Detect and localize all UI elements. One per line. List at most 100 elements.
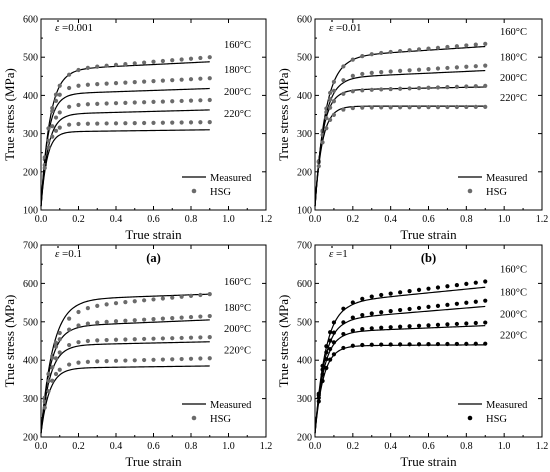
hsg-marker: [207, 55, 212, 60]
hsg-marker: [142, 79, 147, 84]
hsg-marker: [473, 104, 478, 110]
hsg-marker: [53, 115, 59, 120]
hsg-marker: [324, 357, 329, 362]
hsg-marker: [473, 42, 478, 47]
measured-line-160C: [40, 293, 210, 434]
hsg-marker: [95, 359, 100, 364]
hsg-marker: [50, 355, 55, 360]
x-axis-title: True strain: [125, 227, 182, 242]
hsg-marker: [464, 281, 469, 286]
hsg-marker: [151, 317, 156, 322]
hsg-marker: [207, 356, 212, 361]
hsg-marker: [46, 145, 51, 150]
hsg-marker: [198, 314, 203, 319]
measured-line-200C: [40, 109, 210, 207]
x-tick-label: 1.0: [222, 441, 235, 452]
x-tick-label: 0.8: [460, 214, 473, 225]
hsg-marker: [179, 77, 184, 82]
hsg-marker: [67, 122, 72, 127]
hsg-marker: [104, 81, 109, 86]
hsg-marker: [142, 317, 147, 322]
x-tick-label: 1.2: [260, 441, 273, 452]
hsg-marker: [454, 65, 459, 70]
hsg-marker: [369, 311, 374, 316]
hsg-marker: [407, 324, 412, 329]
hsg-marker: [113, 101, 119, 106]
y-tick-label: 400: [23, 356, 38, 367]
hsg-marker: [407, 342, 412, 347]
panel-label: (a): [146, 251, 161, 265]
hsg-marker: [379, 105, 384, 110]
hsg-marker: [113, 358, 119, 363]
hsg-marker: [46, 389, 51, 394]
hsg-marker: [76, 121, 81, 127]
y-tick-label: 500: [23, 317, 38, 328]
hsg-marker: [50, 134, 55, 139]
hsg-marker: [170, 316, 175, 321]
hsg-marker: [483, 279, 488, 284]
measured-line-200C: [314, 325, 486, 434]
hsg-marker: [67, 85, 72, 91]
hsg-marker: [398, 105, 403, 110]
hsg-marker: [407, 105, 412, 110]
hsg-marker: [113, 81, 119, 86]
y-tick-label: 300: [23, 394, 38, 405]
y-tick-label: 500: [297, 317, 312, 328]
rate-dot: [331, 20, 333, 22]
hsg-marker: [328, 117, 333, 122]
hsg-marker: [85, 306, 90, 311]
y-tick-label: 400: [297, 91, 312, 102]
hsg-marker: [160, 120, 165, 125]
y-tick-label: 500: [297, 53, 312, 64]
measured-line-220C: [40, 365, 210, 434]
x-axis-title: True strain: [125, 454, 182, 469]
hsg-marker: [328, 357, 333, 362]
y-tick-label: 600: [297, 15, 312, 26]
x-tick-label: 0.6: [147, 441, 160, 452]
hsg-marker: [188, 120, 194, 125]
legend-measured-label: Measured: [210, 173, 252, 184]
hsg-marker: [416, 47, 422, 52]
hsg-marker: [142, 60, 147, 65]
legend-hsg-label: HSG: [210, 187, 231, 198]
series-label: 220°C: [500, 93, 527, 104]
hsg-marker: [464, 321, 469, 326]
hsg-marker: [454, 104, 459, 110]
x-tick-label: 0.4: [384, 441, 397, 452]
hsg-marker: [85, 321, 90, 326]
hsg-marker: [104, 337, 109, 343]
hsg-marker: [379, 342, 384, 347]
hsg-marker: [123, 300, 128, 305]
hsg-marker: [464, 104, 469, 110]
hsg-marker: [398, 68, 403, 73]
hsg-marker: [445, 104, 450, 110]
x-tick-label: 0.2: [72, 441, 85, 452]
hsg-marker: [331, 99, 337, 104]
hsg-marker: [435, 285, 441, 290]
y-tick-label: 600: [23, 15, 38, 26]
hsg-marker: [160, 316, 165, 321]
hsg-marker: [369, 105, 374, 110]
legend-marker-swatch: [191, 188, 197, 194]
hsg-marker: [123, 80, 128, 85]
hsg-marker: [85, 121, 90, 126]
y-tick-label: 100: [23, 206, 38, 217]
hsg-marker: [132, 61, 137, 66]
hsg-marker: [435, 45, 441, 50]
hsg-marker: [67, 104, 72, 109]
hsg-marker: [67, 327, 72, 332]
hsg-marker: [416, 287, 422, 292]
hsg-marker: [445, 85, 450, 90]
hsg-marker: [341, 78, 346, 83]
hsg-marker: [151, 297, 156, 302]
hsg-marker: [407, 68, 412, 73]
hsg-marker: [445, 284, 450, 289]
hsg-marker: [170, 120, 175, 125]
legend-measured-label: Measured: [486, 400, 528, 411]
hsg-marker: [46, 138, 51, 143]
hsg-marker: [369, 70, 374, 75]
hsg-marker: [57, 337, 62, 342]
y-axis-title: True stress (MPa): [2, 68, 17, 161]
series-label: 180°C: [500, 288, 527, 299]
